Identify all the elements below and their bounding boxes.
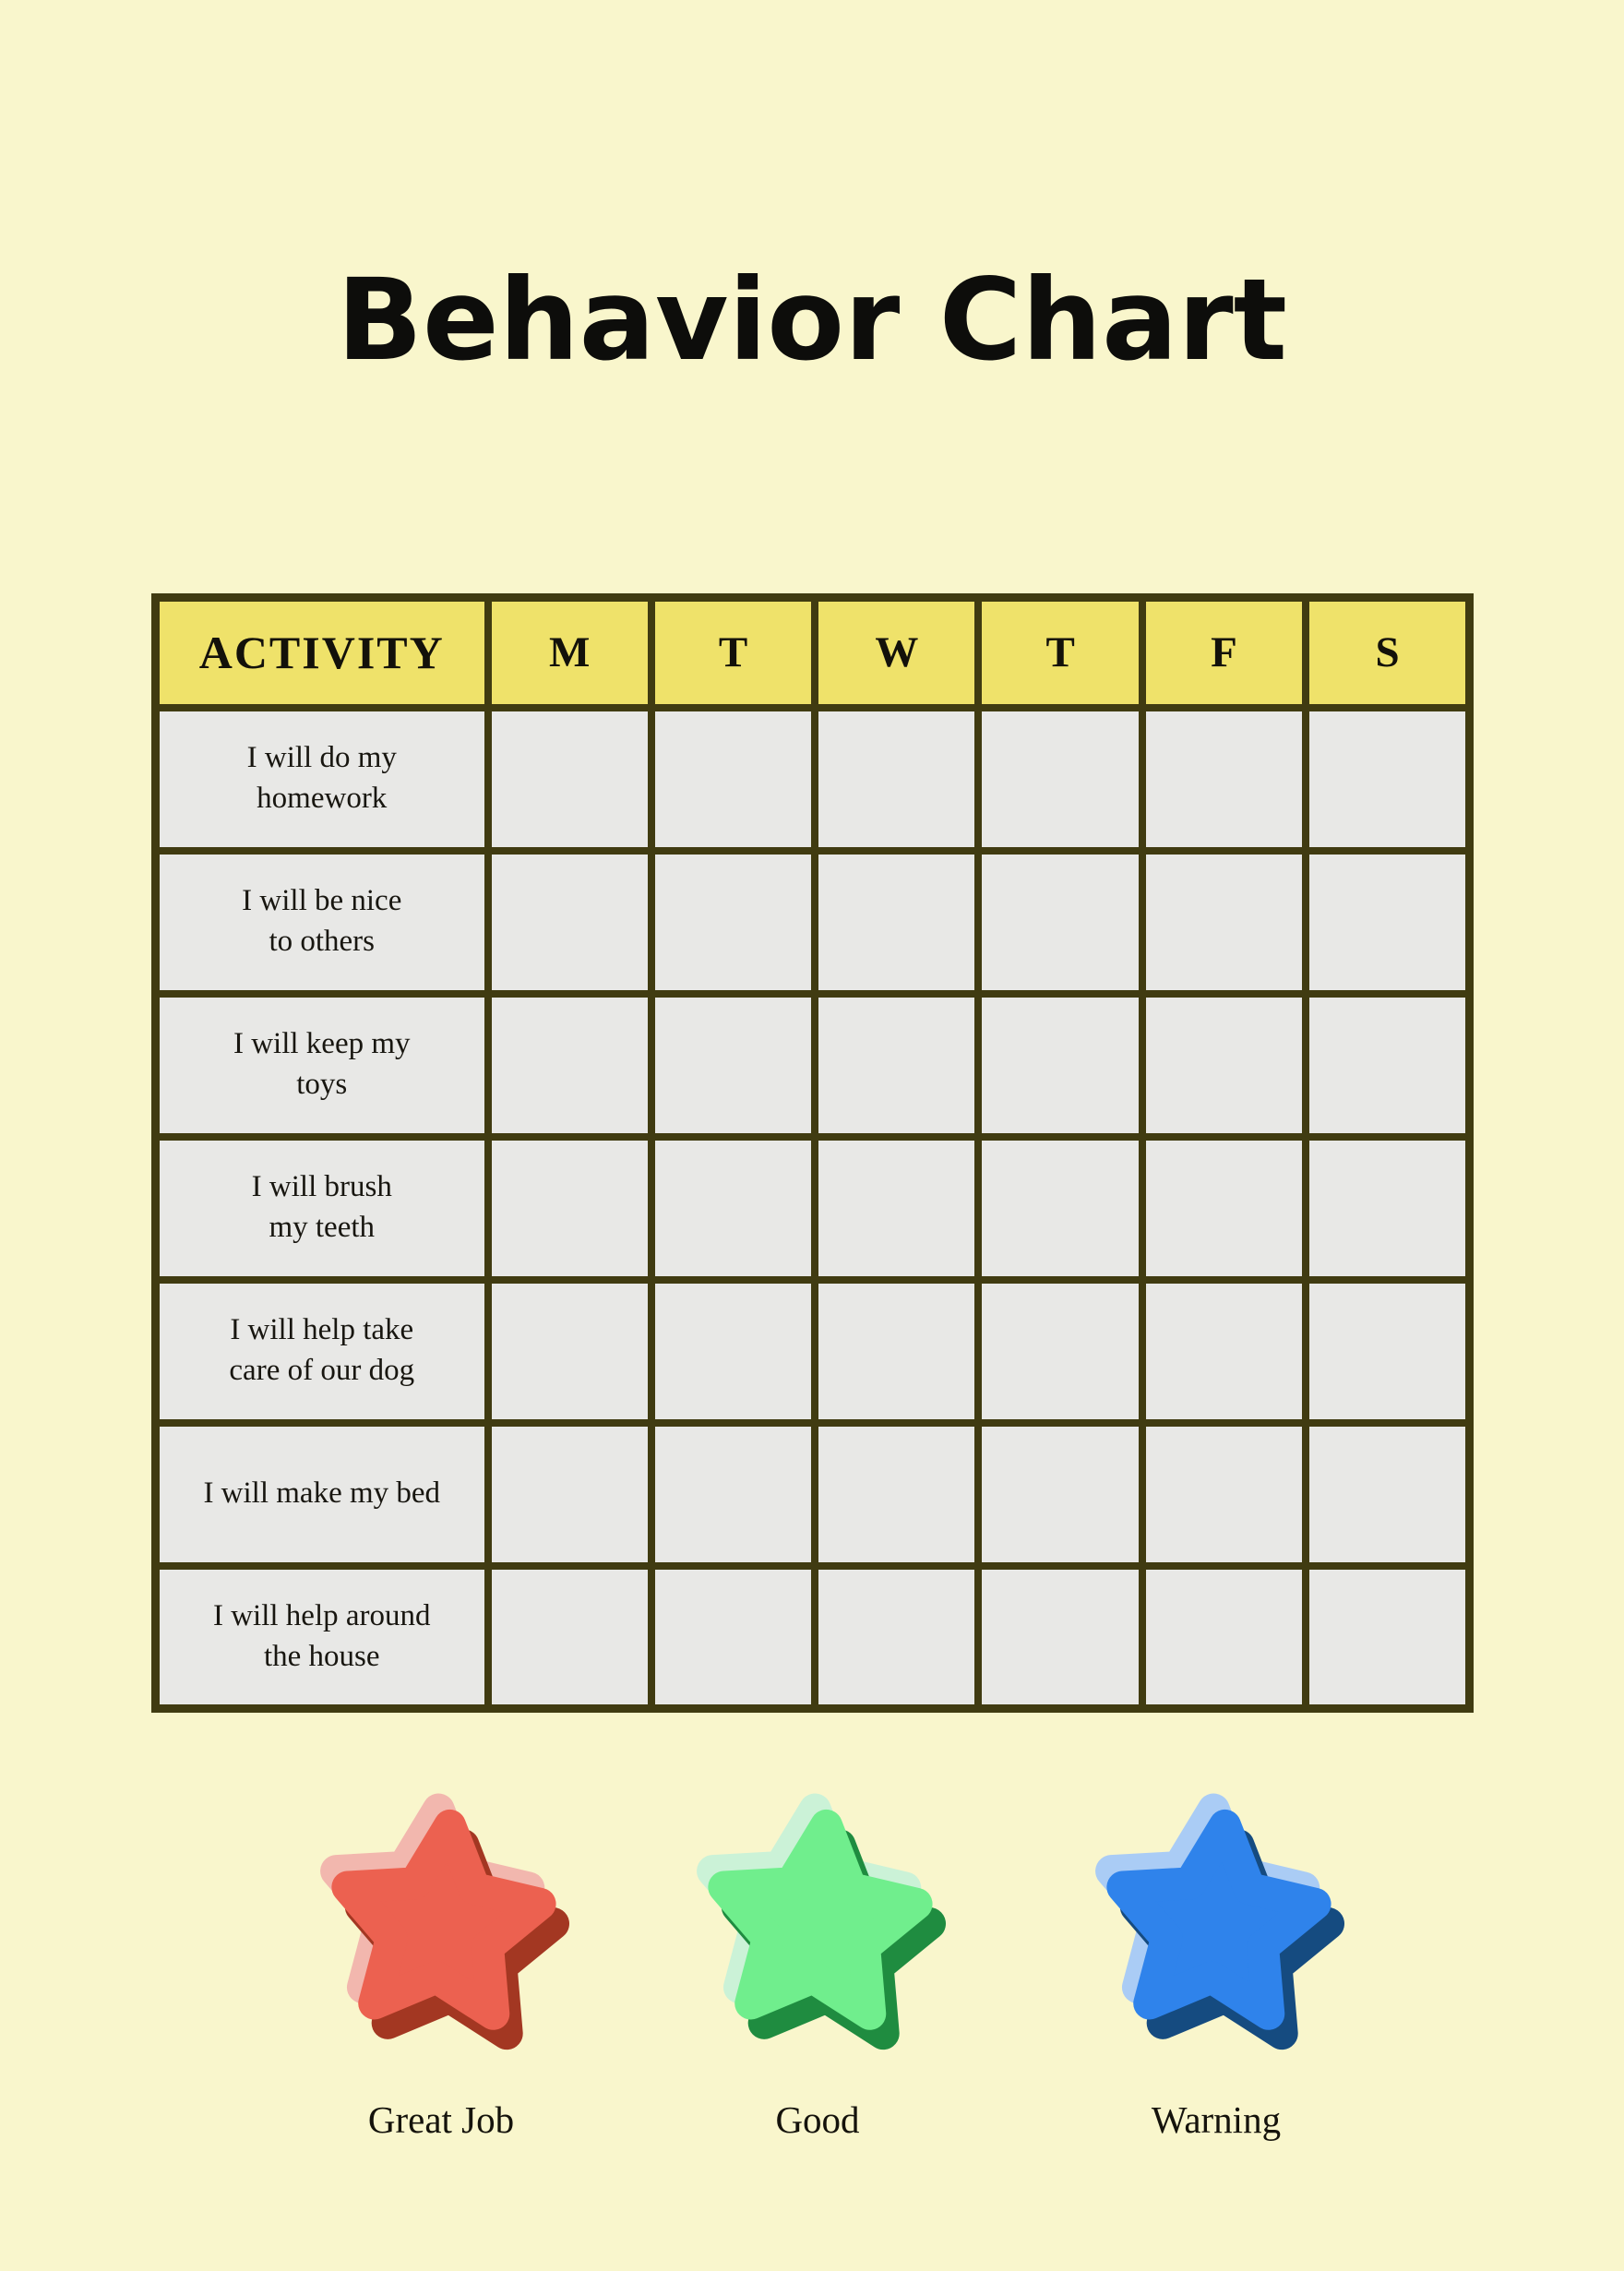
red-star-icon bbox=[320, 1793, 570, 2050]
day-cell[interactable] bbox=[974, 846, 1146, 998]
day-cell[interactable] bbox=[811, 1132, 983, 1284]
day-cell[interactable] bbox=[484, 989, 655, 1141]
activity-label: I will keep my toys bbox=[151, 989, 492, 1141]
day-cell[interactable] bbox=[974, 1275, 1146, 1427]
table-row: I will help around the house bbox=[151, 1561, 1474, 1713]
day-cell[interactable] bbox=[1138, 1275, 1310, 1427]
day-cell[interactable] bbox=[1138, 703, 1310, 855]
day-cell[interactable] bbox=[1138, 1132, 1310, 1284]
day-cell[interactable] bbox=[811, 989, 983, 1141]
day-column-header: T bbox=[974, 593, 1146, 711]
day-cell[interactable] bbox=[1138, 846, 1310, 998]
day-cell[interactable] bbox=[974, 1132, 1146, 1284]
day-cell[interactable] bbox=[484, 846, 655, 998]
day-column-header: T bbox=[647, 593, 819, 711]
day-cell[interactable] bbox=[647, 1132, 819, 1284]
legend: Great Job Good Warning bbox=[0, 1788, 1624, 2176]
table-row: I will keep my toys bbox=[151, 989, 1474, 1141]
day-cell[interactable] bbox=[647, 1561, 819, 1713]
activity-label: I will brush my teeth bbox=[151, 1132, 492, 1284]
day-cell[interactable] bbox=[811, 703, 983, 855]
day-cell[interactable] bbox=[1302, 846, 1474, 998]
day-cell[interactable] bbox=[974, 989, 1146, 1141]
legend-item: Great Job bbox=[289, 1788, 593, 2142]
table-body: I will do my homework I will be nice to o… bbox=[151, 703, 1474, 1713]
legend-label: Great Job bbox=[367, 2098, 515, 2141]
day-column-header: F bbox=[1138, 593, 1310, 711]
day-cell[interactable] bbox=[811, 1561, 983, 1713]
page-title: Behavior Chart bbox=[337, 255, 1287, 386]
activity-label: I will help take care of our dog bbox=[151, 1275, 492, 1427]
day-cell[interactable] bbox=[484, 1418, 655, 1570]
legend-label: Good bbox=[775, 2098, 860, 2141]
day-column-header: W bbox=[811, 593, 983, 711]
green-star-icon bbox=[697, 1793, 947, 2050]
day-cell[interactable] bbox=[484, 1561, 655, 1713]
day-cell[interactable] bbox=[484, 1132, 655, 1284]
day-cell[interactable] bbox=[1302, 989, 1474, 1141]
day-cell[interactable] bbox=[1302, 703, 1474, 855]
day-cell[interactable] bbox=[647, 703, 819, 855]
day-cell[interactable] bbox=[811, 1418, 983, 1570]
table-row: I will help take care of our dog bbox=[151, 1275, 1474, 1427]
activity-label: I will help around the house bbox=[151, 1561, 492, 1713]
table-row: I will do my homework bbox=[151, 703, 1474, 855]
day-cell[interactable] bbox=[647, 1418, 819, 1570]
day-column-header: M bbox=[484, 593, 655, 711]
legend-item: Good bbox=[665, 1788, 970, 2142]
day-cell[interactable] bbox=[974, 1418, 1146, 1570]
activity-label: I will make my bed bbox=[151, 1418, 492, 1570]
day-cell[interactable] bbox=[1302, 1561, 1474, 1713]
day-cell[interactable] bbox=[484, 1275, 655, 1427]
day-cell[interactable] bbox=[647, 1275, 819, 1427]
day-cell[interactable] bbox=[484, 703, 655, 855]
table-row: I will brush my teeth bbox=[151, 1132, 1474, 1284]
day-cell[interactable] bbox=[974, 703, 1146, 855]
day-cell[interactable] bbox=[647, 989, 819, 1141]
table-row: I will be nice to others bbox=[151, 846, 1474, 998]
day-cell[interactable] bbox=[1302, 1418, 1474, 1570]
day-cell[interactable] bbox=[1302, 1275, 1474, 1427]
table-row: I will make my bed bbox=[151, 1418, 1474, 1570]
day-cell[interactable] bbox=[1138, 1561, 1310, 1713]
activity-column-header: ACTIVITY bbox=[151, 593, 492, 711]
day-cell[interactable] bbox=[811, 846, 983, 998]
day-cell[interactable] bbox=[1302, 1132, 1474, 1284]
blue-star-icon bbox=[1095, 1793, 1345, 2050]
legend-label: Warning bbox=[1151, 2098, 1282, 2141]
activity-label: I will do my homework bbox=[151, 703, 492, 855]
legend-item: Warning bbox=[1064, 1788, 1368, 2142]
day-cell[interactable] bbox=[811, 1275, 983, 1427]
activity-label: I will be nice to others bbox=[151, 846, 492, 998]
day-cell[interactable] bbox=[1138, 989, 1310, 1141]
day-cell[interactable] bbox=[1138, 1418, 1310, 1570]
day-column-header: S bbox=[1302, 593, 1474, 711]
day-cell[interactable] bbox=[974, 1561, 1146, 1713]
day-cell[interactable] bbox=[647, 846, 819, 998]
